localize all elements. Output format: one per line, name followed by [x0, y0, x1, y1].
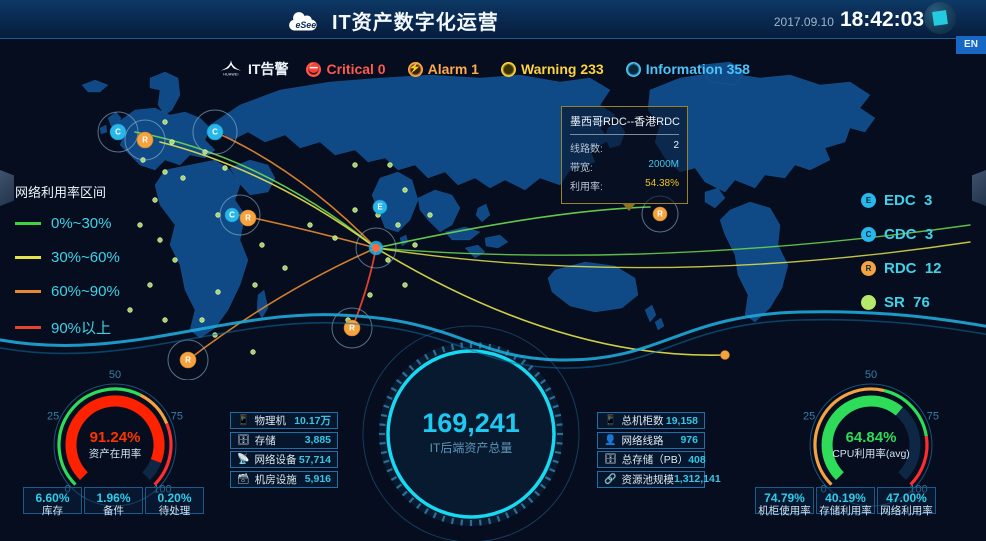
svg-text:91.24%: 91.24% [90, 429, 141, 446]
svg-text:C: C [115, 128, 121, 137]
svg-text:资产在用率: 资产在用率 [89, 447, 142, 460]
svg-text:eSee: eSee [295, 20, 316, 30]
svg-text:E: E [377, 203, 383, 212]
svg-text:R: R [657, 210, 663, 219]
svg-text:R: R [245, 214, 251, 223]
svg-text:IT后端资产总量: IT后端资产总量 [430, 441, 513, 455]
svg-text:CPU利用率(avg): CPU利用率(avg) [832, 447, 910, 460]
svg-text:75: 75 [171, 410, 183, 422]
svg-text:169,241: 169,241 [422, 408, 520, 438]
svg-text:25: 25 [803, 410, 815, 422]
svg-text:C: C [212, 128, 218, 137]
svg-text:64.84%: 64.84% [846, 429, 897, 446]
svg-text:R: R [142, 136, 148, 145]
svg-text:25: 25 [47, 410, 59, 422]
svg-text:75: 75 [927, 410, 939, 422]
svg-text:C: C [229, 211, 235, 220]
svg-text:HUAWEI: HUAWEI [223, 73, 238, 77]
